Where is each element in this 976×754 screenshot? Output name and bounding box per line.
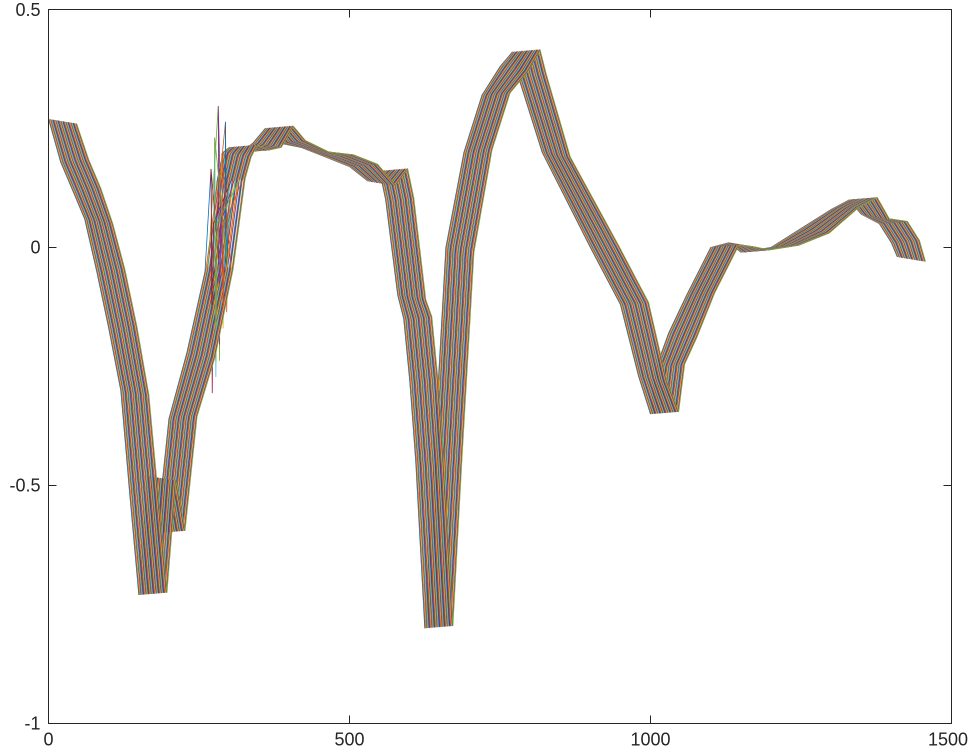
series-line	[76, 48, 926, 627]
series-line	[68, 49, 918, 627]
y-tick-label: 0	[30, 238, 40, 258]
series-line	[71, 49, 921, 627]
y-tick-label: -0.5	[9, 476, 40, 496]
y-tick-label: 0.5	[15, 0, 40, 20]
x-tick-label: 0	[43, 730, 53, 750]
series-line	[65, 49, 916, 627]
x-tick-label: 1000	[630, 730, 670, 750]
x-tick-label: 500	[334, 730, 364, 750]
series-group	[48, 48, 926, 629]
x-tick-label: 1500	[928, 730, 968, 750]
y-tick-label: -1	[24, 714, 40, 734]
series-line	[74, 49, 924, 627]
x-axis: 0 500 1000 1500	[43, 9, 968, 750]
y-axis: -1 -0.5 0 0.5	[9, 0, 952, 734]
plot-area-frame	[48, 9, 952, 724]
